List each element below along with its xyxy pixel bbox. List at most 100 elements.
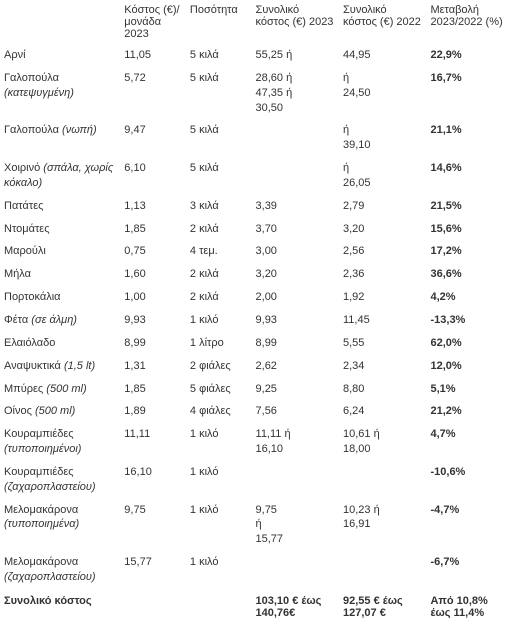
table-row: Μελομακάρονα (τυποποιημένα)9,751 κιλό9,7…: [0, 499, 514, 552]
cell-total22: [339, 551, 426, 589]
table-row: Οίνος (500 ml)1,894 φιάλες7,566,2421,2%: [0, 400, 514, 423]
table-row: Κουραμπιέδες (τυποποιημένοι)11,111 κιλό1…: [0, 423, 514, 461]
cell-change: 15,6%: [426, 218, 514, 241]
item-name: Κουραμπιέδες: [4, 466, 74, 478]
cost-comparison-table: Κόστος (€)/ μονάδα 2023 Ποσότητα Συνολικ…: [0, 0, 514, 623]
table-row: Αναψυκτικά (1,5 lt)1,312 φιάλες2,622,341…: [0, 355, 514, 378]
cell-total23: 3,20: [252, 263, 339, 286]
cell-item: Κουραμπιέδες (ζαχαροπλαστείου): [0, 461, 120, 499]
cell-qty: 2 κιλά: [186, 286, 252, 309]
cell-unit-cost: 16,10: [120, 461, 186, 499]
cell-unit-cost: 6,10: [120, 157, 186, 195]
cell-total23: [252, 551, 339, 589]
item-variant: (νωπή): [62, 124, 97, 136]
cell-unit-cost: 1,89: [120, 400, 186, 423]
cell-qty: 1 κιλό: [186, 551, 252, 589]
footer-label: Συνολικό κόστος: [0, 589, 120, 623]
table-row: Χοιρινό (σπάλα, χωρίς κόκαλο)6,105 κιλάή…: [0, 157, 514, 195]
item-variant: (τυποποιημένα): [4, 518, 79, 530]
item-variant: (ζαχαροπλαστείου): [4, 481, 96, 493]
cell-qty: 3 κιλά: [186, 195, 252, 218]
footer-change: Από 10,8% έως 11,4%: [426, 589, 514, 623]
cell-total22: 1,92: [339, 286, 426, 309]
cell-total23: 9,25: [252, 378, 339, 401]
footer-total23: 103,10 € έως 140,76€: [252, 589, 339, 623]
cell-qty: 1 κιλό: [186, 423, 252, 461]
cell-total23: 9,75 ή 15,77: [252, 499, 339, 552]
cell-unit-cost: 9,47: [120, 119, 186, 157]
col-header-total23: Συνολικό κόστος (€) 2023: [252, 0, 339, 44]
cell-total23: 2,62: [252, 355, 339, 378]
cell-unit-cost: 1,85: [120, 218, 186, 241]
cell-total22: [339, 461, 426, 499]
cell-item: Αναψυκτικά (1,5 lt): [0, 355, 120, 378]
footer-total22: 92,55 € έως 127,07 €: [339, 589, 426, 623]
cell-total22: ή 24,50: [339, 67, 426, 120]
cell-unit-cost: 11,05: [120, 44, 186, 67]
cell-item: Κουραμπιέδες (τυποποιημένοι): [0, 423, 120, 461]
cell-unit-cost: 1,13: [120, 195, 186, 218]
table-row: Μαρούλι0,754 τεμ.3,002,5617,2%: [0, 240, 514, 263]
cell-qty: 1 κιλό: [186, 499, 252, 552]
cell-change: 4,7%: [426, 423, 514, 461]
cell-total23: 3,39: [252, 195, 339, 218]
cell-unit-cost: 9,75: [120, 499, 186, 552]
col-header-item: [0, 0, 120, 44]
cell-item: Μήλα: [0, 263, 120, 286]
col-header-qty: Ποσότητα: [186, 0, 252, 44]
item-variant: (500 ml): [46, 383, 86, 395]
cell-total22: ή 39,10: [339, 119, 426, 157]
table-row: Γαλοπούλα (νωπή)9,475 κιλάή 39,1021,1%: [0, 119, 514, 157]
cell-total22: 3,20: [339, 218, 426, 241]
cell-total23: 3,70: [252, 218, 339, 241]
item-name: Χοιρινό: [4, 162, 43, 174]
cell-unit-cost: 15,77: [120, 551, 186, 589]
cell-total22: 8,80: [339, 378, 426, 401]
cell-change: -6,7%: [426, 551, 514, 589]
cell-item: Μαρούλι: [0, 240, 120, 263]
cell-change: 12,0%: [426, 355, 514, 378]
cell-change: 21,5%: [426, 195, 514, 218]
cell-total23: 9,93: [252, 309, 339, 332]
cell-total22: 2,34: [339, 355, 426, 378]
table-row: Γαλοπούλα (κατεψυγμένη)5,725 κιλά28,60 ή…: [0, 67, 514, 120]
cell-change: 17,2%: [426, 240, 514, 263]
item-name: Φέτα: [4, 314, 31, 326]
cell-total22: 6,24: [339, 400, 426, 423]
cell-total23: 8,99: [252, 332, 339, 355]
cell-total23: 11,11 ή 16,10: [252, 423, 339, 461]
cell-unit-cost: 8,99: [120, 332, 186, 355]
table-row: Πορτοκάλια1,002 κιλά2,001,924,2%: [0, 286, 514, 309]
cell-total23: 7,56: [252, 400, 339, 423]
cell-total22: 10,61 ή 18,00: [339, 423, 426, 461]
cell-qty: 1 κιλό: [186, 461, 252, 499]
table-header-row: Κόστος (€)/ μονάδα 2023 Ποσότητα Συνολικ…: [0, 0, 514, 44]
cell-total23: [252, 119, 339, 157]
table-row: Κουραμπιέδες (ζαχαροπλαστείου)16,101 κιλ…: [0, 461, 514, 499]
item-variant: (κατεψυγμένη): [4, 87, 74, 99]
item-name: Οίνος: [4, 405, 35, 417]
table-row: Μήλα1,602 κιλά3,202,3636,6%: [0, 263, 514, 286]
cell-change: 22,9%: [426, 44, 514, 67]
cell-qty: 2 κιλά: [186, 218, 252, 241]
table-row: Πατάτες1,133 κιλά3,392,7921,5%: [0, 195, 514, 218]
item-name: Αναψυκτικά: [4, 360, 64, 372]
cell-total22: 5,55: [339, 332, 426, 355]
table-row: Αρνί11,055 κιλά55,25 ή44,9522,9%: [0, 44, 514, 67]
cell-item: Μελομακάρονα (ζαχαροπλαστείου): [0, 551, 120, 589]
cell-unit-cost: 1,31: [120, 355, 186, 378]
cell-total22: 11,45: [339, 309, 426, 332]
cell-unit-cost: 0,75: [120, 240, 186, 263]
table-row: Φέτα (σε άλμη)9,931 κιλό9,9311,45-13,3%: [0, 309, 514, 332]
cell-qty: 5 κιλά: [186, 119, 252, 157]
table-footer-row: Συνολικό κόστος 103,10 € έως 140,76€ 92,…: [0, 589, 514, 623]
cell-change: 5,1%: [426, 378, 514, 401]
cell-qty: 5 κιλά: [186, 44, 252, 67]
cell-item: Οίνος (500 ml): [0, 400, 120, 423]
cell-qty: 4 τεμ.: [186, 240, 252, 263]
col-header-unit-cost: Κόστος (€)/ μονάδα 2023: [120, 0, 186, 44]
cell-qty: 5 κιλά: [186, 157, 252, 195]
cell-change: 21,2%: [426, 400, 514, 423]
cell-total23: [252, 461, 339, 499]
cell-change: 4,2%: [426, 286, 514, 309]
